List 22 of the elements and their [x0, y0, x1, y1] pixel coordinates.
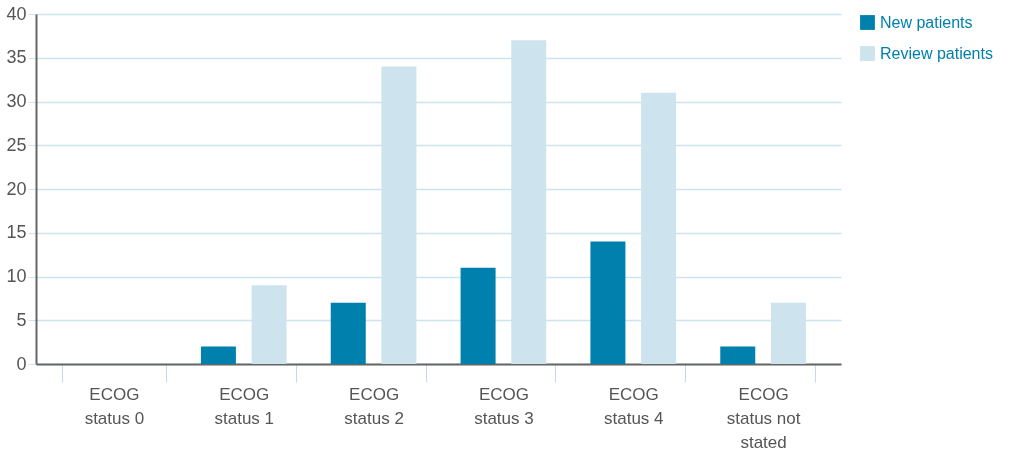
y-tick-label: 35 — [6, 47, 27, 68]
y-tick-label: 0 — [16, 353, 27, 374]
y-tick-label: 40 — [6, 3, 27, 24]
y-tick-label: 5 — [16, 309, 27, 330]
y-tick-label: 15 — [6, 222, 27, 243]
bar — [720, 346, 756, 364]
y-tick-label: 30 — [6, 91, 27, 111]
bar — [460, 267, 496, 364]
x-tick-label: ECOG status not stated — [726, 384, 801, 452]
x-tick-label: ECOG status 1 — [214, 384, 275, 428]
y-tick-label: 20 — [6, 178, 27, 199]
x-tick-label: ECOG status 0 — [84, 384, 145, 428]
legend-label: Review patients — [880, 44, 993, 62]
x-tick-label: ECOG status 3 — [474, 384, 534, 428]
legend-label: New patients — [880, 13, 973, 31]
bar — [200, 346, 236, 364]
y-tick-label: 10 — [6, 266, 27, 286]
y-tick-label: 25 — [6, 134, 27, 155]
x-tick-label: ECOG status 4 — [603, 384, 664, 428]
x-tick-label: ECOG status 2 — [344, 384, 404, 428]
bar — [590, 241, 626, 364]
bar — [330, 302, 366, 364]
